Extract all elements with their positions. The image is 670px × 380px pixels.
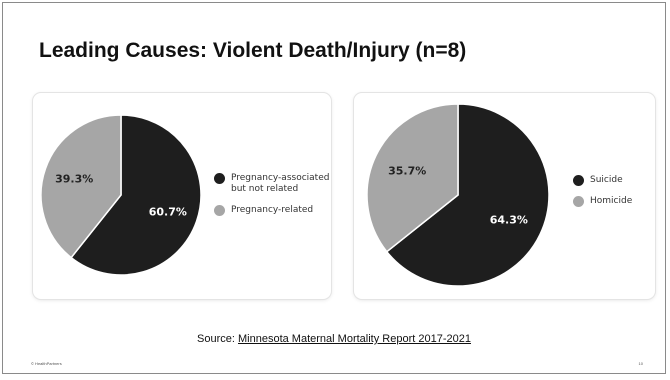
pie-slice-label: 60.7% (149, 205, 187, 218)
legend-swatch (214, 205, 225, 216)
legend-left: Pregnancy-associated but not related Pre… (214, 173, 331, 226)
pie-slice-label: 35.7% (388, 164, 426, 177)
source-prefix: Source: (197, 333, 238, 345)
pie-slice (40, 114, 122, 259)
legend-right: Suicide Homicide (573, 175, 632, 217)
legend-label: Pregnancy-related (231, 205, 314, 215)
chart-panel-left: 60.7% 39.3% Pregnancy-associated but not … (33, 93, 331, 299)
source-link[interactable]: Minnesota Maternal Mortality Report 2017… (238, 333, 471, 345)
legend-label: Suicide (590, 175, 623, 185)
pie-chart-left: 60.7% 39.3% (40, 114, 202, 276)
legend-item: Suicide (573, 175, 632, 186)
pie-slice (366, 103, 459, 253)
legend-swatch (573, 196, 584, 207)
pie-slice (385, 103, 550, 287)
legend-label: Pregnancy-associated but not related (231, 173, 330, 194)
slide-title: Leading Causes: Violent Death/Injury (n=… (39, 39, 467, 62)
pie-slice-label: 39.3% (55, 173, 93, 186)
legend-item: Pregnancy-associated but not related (214, 173, 331, 195)
legend-swatch (214, 173, 225, 184)
pie-slice-label: 64.3% (490, 214, 528, 227)
slide: Leading Causes: Violent Death/Injury (n=… (2, 2, 666, 374)
footer-copyright: © HealthPartners (31, 361, 62, 366)
legend-swatch (573, 175, 584, 186)
legend-item: Homicide (573, 196, 632, 207)
legend-item: Pregnancy-related (214, 205, 331, 216)
legend-label: Homicide (590, 196, 633, 206)
pie-slice (70, 114, 202, 276)
page-number: 10 (638, 361, 643, 366)
chart-panel-right: 64.3% 35.7% Suicide Homicide (354, 93, 655, 299)
source-line: Source: Minnesota Maternal Mortality Rep… (3, 333, 665, 345)
pie-chart-right: 64.3% 35.7% (366, 103, 550, 287)
